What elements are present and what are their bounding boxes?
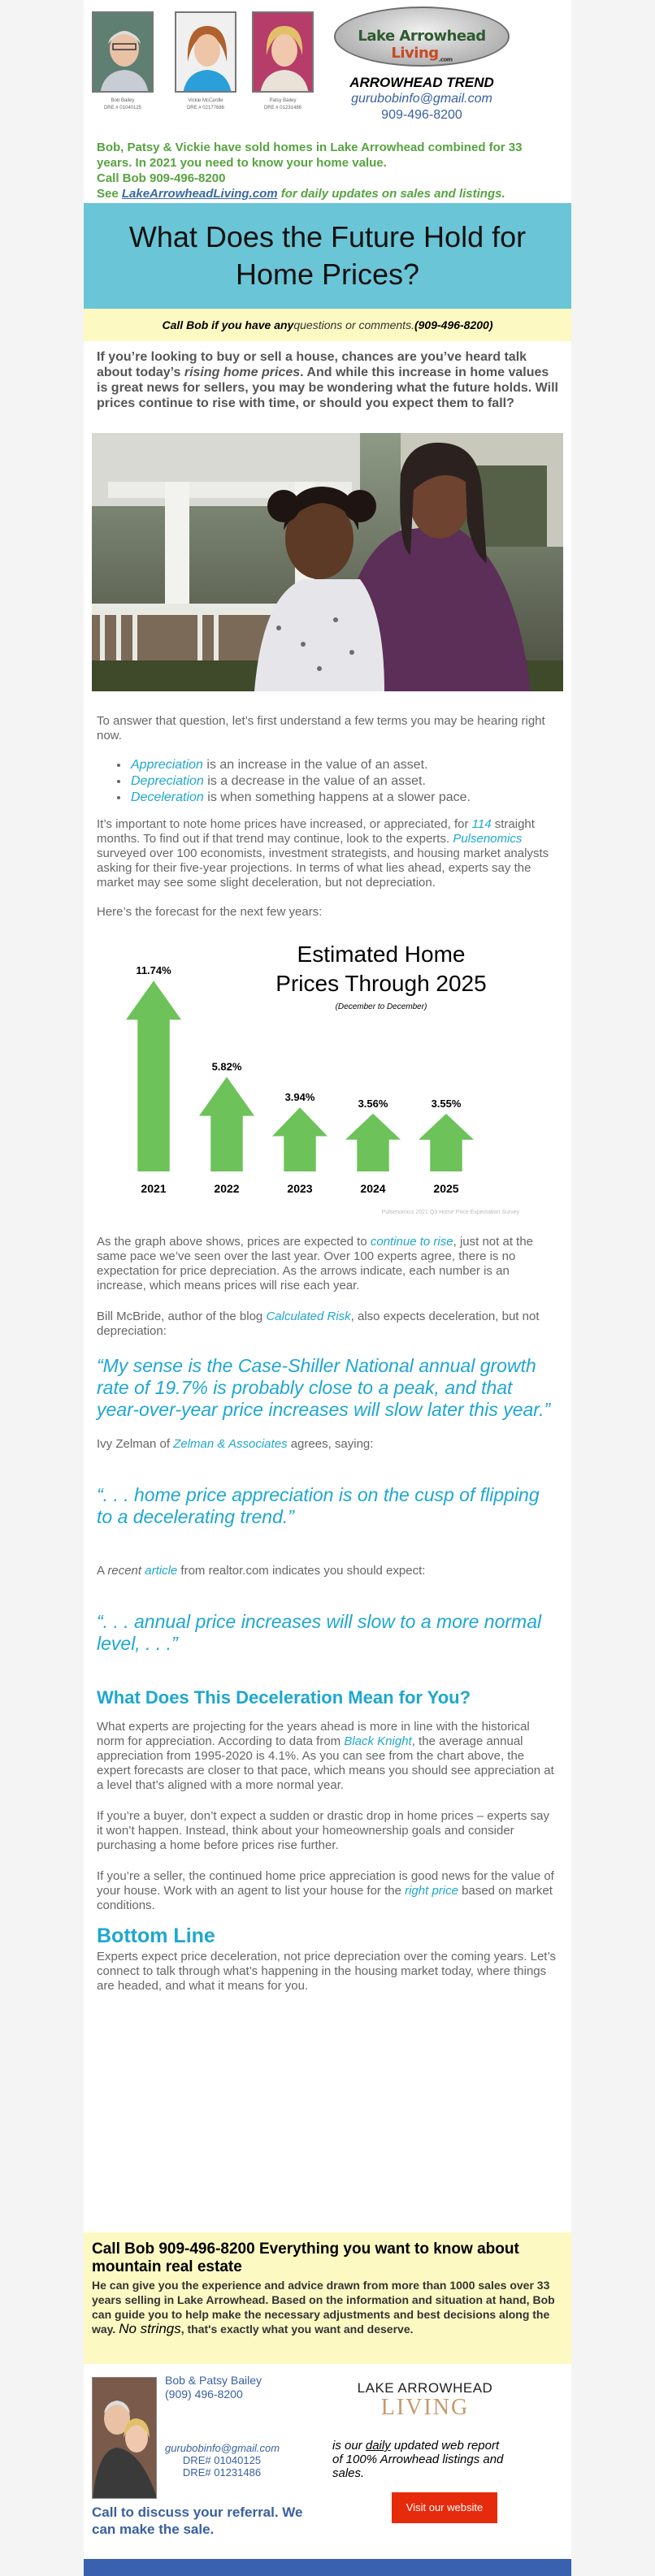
home-price-forecast-chart: Estimated Home Prices Through 2025 (Dece…	[97, 928, 558, 1219]
hero-photo-father-daughter	[92, 433, 563, 691]
lake-arrowhead-living-logo-small[interactable]: LAKE ARROWHEAD LIVING	[357, 2380, 493, 2420]
chart-category-label: 2024	[360, 1182, 385, 1195]
agent-card: Patsy Bailey DRE # 01231486	[250, 11, 315, 112]
chart-bar-arrow	[126, 981, 181, 1171]
intro-text: Bob, Patsy & Vickie have sold homes in L…	[84, 122, 571, 203]
email-page: Bob Bailey DRE # 01040125 Vickie McCardl…	[84, 0, 571, 2576]
deceleration-link[interactable]: Deceleration	[131, 790, 204, 804]
114-months-link[interactable]: 114	[471, 817, 492, 831]
footer: Bob & Patsy Bailey (909) 496-8200 gurubo…	[84, 2364, 571, 2559]
agent-dre: DRE # 02177686	[186, 106, 225, 110]
agent-card: Bob Bailey DRE # 01040125	[90, 11, 155, 112]
chart-data-label: 3.55%	[432, 1098, 462, 1110]
paragraph: Bill McBride, author of the blog Calcula…	[97, 1310, 540, 1338]
article-content: If you’re looking to buy or sell a house…	[84, 349, 571, 1994]
footer-names: Bob & Patsy Bailey	[165, 2374, 262, 2387]
call-bob-section: Call Bob 909-496-8200 Everything you wan…	[84, 2232, 571, 2364]
agent-photo-patsy	[252, 11, 314, 93]
quote-realtor: “. . . annual price increases will slow …	[97, 1611, 542, 1654]
lake-arrowhead-living-logo[interactable]: Lake Arrowhead Living.com	[334, 6, 510, 67]
title-banner: What Does the Future Hold for Home Price…	[84, 203, 571, 309]
lead-paragraph: If you’re looking to buy or sell a house…	[97, 350, 558, 410]
right-price-link[interactable]: right price	[405, 1884, 458, 1898]
trend-title: ARROWHEAD TREND	[349, 75, 494, 90]
footer-dre2: DRE# 01231486	[182, 2466, 262, 2479]
appreciation-link[interactable]: Appreciation	[131, 758, 203, 772]
chart-bar-arrow	[345, 1113, 401, 1171]
section-heading: What Does This Deceleration Mean for You…	[97, 1687, 471, 1708]
chart-data-label: 11.74%	[136, 964, 171, 976]
chart-bar-arrow	[272, 1107, 328, 1171]
chart-subtitle: (December to December)	[336, 1002, 427, 1011]
agent-photo-bob	[92, 11, 154, 93]
paragraph: Here’s the forecast for the next few yea…	[97, 905, 323, 919]
chart-data-label: 3.56%	[358, 1098, 388, 1110]
chart-title-line1: Estimated Home	[297, 942, 466, 967]
page-title: What Does the Future Hold for Home Price…	[128, 220, 527, 291]
paragraph: Ivy Zelman of Zelman & Associates agrees…	[97, 1437, 374, 1451]
call-bob-headline: Call Bob 909-496-8200 Everything you wan…	[92, 2240, 519, 2275]
footer-bar	[84, 2559, 571, 2576]
zelman-link[interactable]: Zelman & Associates	[173, 1437, 288, 1451]
paragraph: If you’re a buyer, don’t expect a sudden…	[97, 1809, 549, 1852]
chart-category-label: 2021	[141, 1182, 166, 1195]
paragraph: A recent article from realtor.com indica…	[97, 1564, 426, 1578]
header: Bob Bailey DRE # 01040125 Vickie McCardl…	[84, 0, 571, 122]
paragraph: If you’re a seller, the continued home p…	[97, 1869, 554, 1912]
agent-photo-vickie	[175, 11, 236, 93]
arrowhead-trend-contact: ARROWHEAD TREND gurubobinfo@gmail.com 90…	[334, 75, 510, 123]
website-link[interactable]: LakeArrowheadLiving.com	[121, 187, 278, 201]
footer-contact: Bob & Patsy Bailey (909) 496-8200	[165, 2374, 262, 2401]
chart-bar-arrow	[419, 1114, 474, 1171]
chart-title-line2: Prices Through 2025	[275, 971, 486, 996]
calculated-risk-link[interactable]: Calculated Risk	[266, 1310, 351, 1323]
chart-svg: Estimated Home Prices Through 2025 (Dece…	[126, 942, 520, 1215]
chart-data-label: 5.82%	[212, 1061, 242, 1073]
bottom-line-heading: Bottom Line	[97, 1924, 215, 1947]
footer-email[interactable]: gurubobinfo@gmail.com	[165, 2442, 280, 2454]
call-bob-bar: Call Bob if you have any questions or co…	[84, 309, 571, 341]
trend-phone[interactable]: 909-496-8200	[381, 108, 462, 122]
pulsenomics-link[interactable]: Pulsenomics	[453, 832, 523, 846]
footer-phone[interactable]: (909) 496-8200	[165, 2388, 243, 2401]
agent-card: Vickie McCardle DRE # 02177686	[173, 11, 238, 112]
depreciation-link[interactable]: Depreciation	[131, 774, 204, 788]
footer-details: gurubobinfo@gmail.com DRE# 01040125 DRE#…	[165, 2442, 280, 2479]
agent-dre: DRE # 01231486	[263, 106, 302, 110]
agent-name: Bob Bailey	[111, 98, 135, 103]
footer-referral: Call to discuss your referral. We can ma…	[92, 2505, 303, 2537]
call-bob-body: He can give you the experience and advic…	[92, 2279, 555, 2336]
agent-name: Vickie McCardle	[188, 98, 223, 103]
footer-agents-photo	[92, 2377, 157, 2499]
terms-list: Appreciation is an increase in the value…	[129, 757, 558, 806]
trend-email[interactable]: gurubobinfo@gmail.com	[351, 92, 492, 106]
intro-call: Call Bob 909-496-8200	[97, 171, 226, 185]
quote-zelman: “. . . home price appreciation is on the…	[97, 1484, 540, 1527]
agent-name: Patsy Bailey	[269, 98, 297, 103]
footer-dre1: DRE# 01040125	[182, 2454, 262, 2466]
footer-report-text: is our daily updated web report of 100% …	[332, 2439, 504, 2480]
list-item: Deceleration is when something happens a…	[129, 790, 558, 806]
quote-mcbride: “My sense is the Case-Shiller National a…	[97, 1355, 551, 1420]
chart-bar-arrow	[199, 1076, 254, 1171]
chart-source: Pulsenomics 2021 Q3 Home Price Expectati…	[382, 1210, 520, 1215]
article-link[interactable]: article	[145, 1564, 178, 1578]
continue-to-rise-link[interactable]: continue to rise	[370, 1235, 453, 1249]
paragraph: What experts are projecting for the year…	[97, 1720, 554, 1792]
chart-category-label: 2025	[433, 1182, 458, 1195]
paragraph: Experts expect price deceleration, not p…	[97, 1950, 557, 1993]
chart-category-label: 2023	[287, 1182, 312, 1195]
list-item: Depreciation is a decrease in the value …	[129, 773, 558, 790]
chart-category-label: 2022	[214, 1182, 239, 1195]
paragraph: To answer that question, let’s first und…	[97, 714, 545, 742]
visit-website-button[interactable]: Visit our website	[392, 2492, 497, 2523]
paragraph: As the graph above shows, prices are exp…	[97, 1235, 534, 1292]
agent-dre: DRE # 01040125	[103, 106, 142, 110]
black-knight-link[interactable]: Black Knight	[344, 1734, 412, 1748]
list-item: Appreciation is an increase in the value…	[129, 757, 558, 773]
intro-line1: Bob, Patsy & Vickie have sold homes in L…	[97, 141, 523, 170]
chart-data-label: 3.94%	[285, 1091, 315, 1103]
paragraph: It’s important to note home prices have …	[97, 817, 549, 890]
